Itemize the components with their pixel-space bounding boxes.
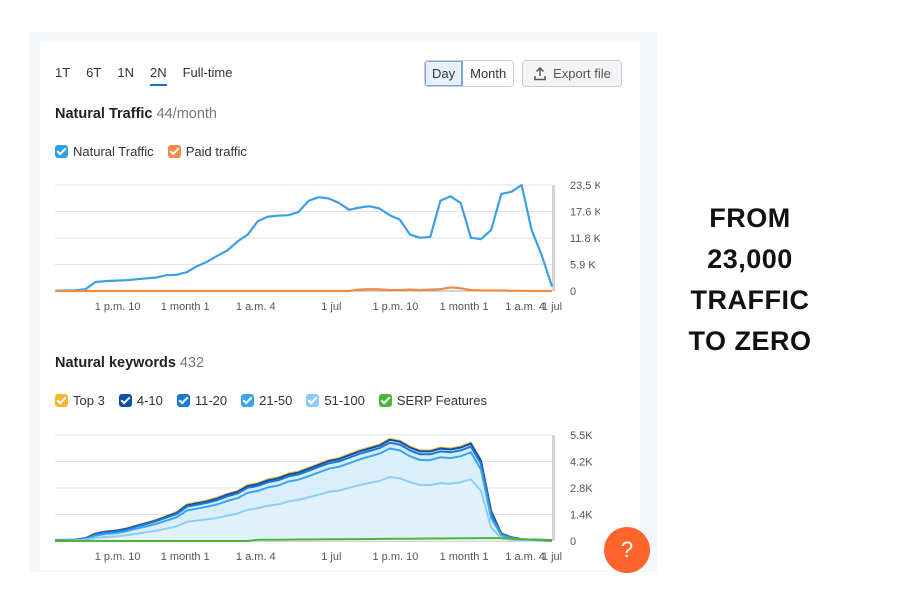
y-tick-label: 5.5K [570,430,593,442]
x-tick-label: 1 a.m. 4 [505,551,545,563]
x-tick-label: 1 p.m. 10 [373,301,419,313]
side-text-line-1: FROM [709,203,791,233]
legend-11-20[interactable]: 11-20 [176,393,228,408]
y-tick-label: 1.4K [570,510,593,522]
x-tick-label: 1 p.m. 10 [95,301,141,313]
x-tick-label: 1 jul [321,551,341,563]
legend-label: 21-50 [259,393,293,408]
y-tick-label: 4.2K [570,457,593,469]
legend-natural-traffic[interactable]: Natural Traffic [55,144,154,159]
series-line-natural-traffic[interactable] [54,183,554,292]
side-text-line-3: TRAFFIC [690,285,810,315]
legend-51-100[interactable]: 51-100 [306,393,365,408]
y-tick-label: 0 [570,536,576,548]
axis-bar [552,185,555,291]
x-tick-label: 1 jul [321,301,341,313]
month-button[interactable]: Month [463,61,514,86]
tab-full-time[interactable]: Full-time [182,65,233,80]
y-tick-label: 5.9 K [570,260,596,272]
traffic-subtitle: 44/month [156,106,217,122]
checkbox-paid-traffic-icon[interactable] [167,145,181,158]
series-line-paid-traffic[interactable] [55,286,552,293]
side-text-line-4: TO ZERO [688,326,812,356]
checkbox-serp-features-icon[interactable] [378,394,392,407]
x-tick-label: 1 a.m. 4 [236,301,276,313]
axis-bar [552,435,555,541]
x-tick-label: 1 jul [542,301,562,313]
y-tick-label: 11.8 K [570,233,600,245]
series-line-21-50[interactable] [54,447,553,542]
x-tick-label: 1 jul [542,551,562,563]
keywords-chart: 5.5K 4.2K 2.8K 1.4K 0 1 p.m. 10 1 month 1 1 a.m… [54,430,593,563]
x-tick-label: 1 p.m. 10 [373,551,419,563]
traffic-title: Natural Traffic 44/month [55,106,217,122]
checkbox-natural-traffic-icon[interactable] [55,145,68,158]
checkbox-21-50-icon[interactable] [241,394,255,407]
series-line-51-100[interactable] [54,476,553,542]
period-tabs: 1T 6T 1N 2N Full-time [55,65,248,86]
legend-label: Top 3 [73,393,105,408]
tab-1n[interactable]: 1N [117,65,134,80]
help-button[interactable]: ? [604,527,650,573]
keywords-title: Natural keywords 432 [55,355,204,371]
x-tick-label: 1 a.m. 4 [236,551,276,563]
area-51-100 [55,477,552,541]
tab-1t[interactable]: 1T [55,65,71,80]
view-toggle: Day Month [424,60,515,87]
keywords-title-text: Natural keywords [55,355,176,371]
legend-paid-traffic[interactable]: Paid traffic [167,144,247,159]
legend-4-10[interactable]: 4-10 [118,393,163,408]
checkbox-4-10-icon[interactable] [118,394,132,407]
export-icon [534,66,546,80]
legend-serp-features[interactable]: SERP Features [378,393,487,408]
y-tick-label: 23,5 K [570,180,600,192]
checkbox-51-100-icon[interactable] [306,394,320,407]
series-line-11-20[interactable] [54,441,553,542]
legend-label: Paid traffic [185,144,247,159]
legend-label: 11-20 [194,393,228,408]
legend-top3[interactable]: Top 3 [55,393,105,408]
export-button[interactable]: Export file [522,60,622,87]
x-tick-label: 1 month 1 [161,301,210,313]
day-button[interactable]: Day [425,61,464,86]
legend-label: 4-10 [136,393,163,408]
x-tick-label: 1 p.m. 10 [95,551,141,563]
y-tick-label: 0 [570,286,576,298]
tab-2n[interactable]: 2N [149,65,167,86]
keywords-subtitle: 432 [179,355,205,371]
x-tick-label: 1 month 1 [161,551,210,563]
checkbox-11-20-icon[interactable] [176,394,190,407]
series-line-serp-features[interactable] [55,537,553,542]
y-tick-label: 17.6 K [570,207,600,219]
x-tick-label: 1 month 1 [440,551,489,563]
legend-21-50[interactable]: 21-50 [241,393,292,408]
legend-label: SERP Features [396,393,487,408]
export-label: Export file [553,66,611,81]
keywords-legend: Top 3 4-10 11-20 21-50 51-100 SERP Featu… [55,393,501,408]
tab-6t[interactable]: 6T [86,65,102,80]
traffic-title-text: Natural Traffic [55,106,153,122]
y-tick-label: 2.8K [570,483,593,495]
traffic-chart: 23,5 K 17.6 K 11.8 K 5.9 K 0 1 p.m. 10 1 month… [54,180,600,313]
x-tick-label: 1 month 1 [440,301,489,313]
legend-label: Natural Traffic [73,144,154,159]
traffic-legend: Natural Traffic Paid traffic [55,144,261,159]
checkbox-top3-icon[interactable] [55,394,68,407]
x-tick-label: 1 a.m. 4 [505,301,545,313]
legend-label: 51-100 [324,393,365,408]
side-text-line-2: 23,000 [707,244,793,274]
